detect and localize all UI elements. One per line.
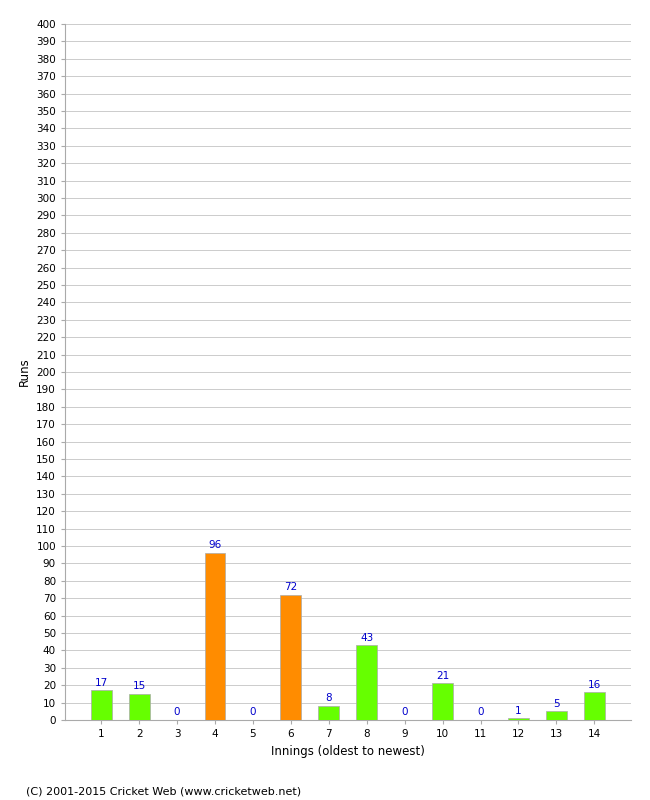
Bar [356, 645, 377, 720]
Text: 43: 43 [360, 633, 373, 642]
Bar [432, 683, 453, 720]
Bar [584, 692, 605, 720]
Text: 17: 17 [94, 678, 108, 688]
Bar [91, 690, 112, 720]
Bar [129, 694, 150, 720]
X-axis label: Innings (oldest to newest): Innings (oldest to newest) [271, 745, 424, 758]
Text: 15: 15 [133, 682, 146, 691]
Y-axis label: Runs: Runs [18, 358, 31, 386]
Text: 72: 72 [284, 582, 298, 592]
Bar [205, 553, 226, 720]
Text: 0: 0 [402, 707, 408, 718]
Bar [546, 711, 567, 720]
Text: 16: 16 [588, 679, 601, 690]
Text: 21: 21 [436, 671, 449, 681]
Bar [318, 706, 339, 720]
Text: 0: 0 [477, 707, 484, 718]
Text: (C) 2001-2015 Cricket Web (www.cricketweb.net): (C) 2001-2015 Cricket Web (www.cricketwe… [26, 786, 301, 796]
Bar [508, 718, 529, 720]
Text: 8: 8 [326, 694, 332, 703]
Text: 1: 1 [515, 706, 522, 716]
Text: 0: 0 [250, 707, 256, 718]
Text: 5: 5 [553, 698, 560, 709]
Text: 96: 96 [209, 540, 222, 550]
Bar [280, 594, 301, 720]
Text: 0: 0 [174, 707, 180, 718]
